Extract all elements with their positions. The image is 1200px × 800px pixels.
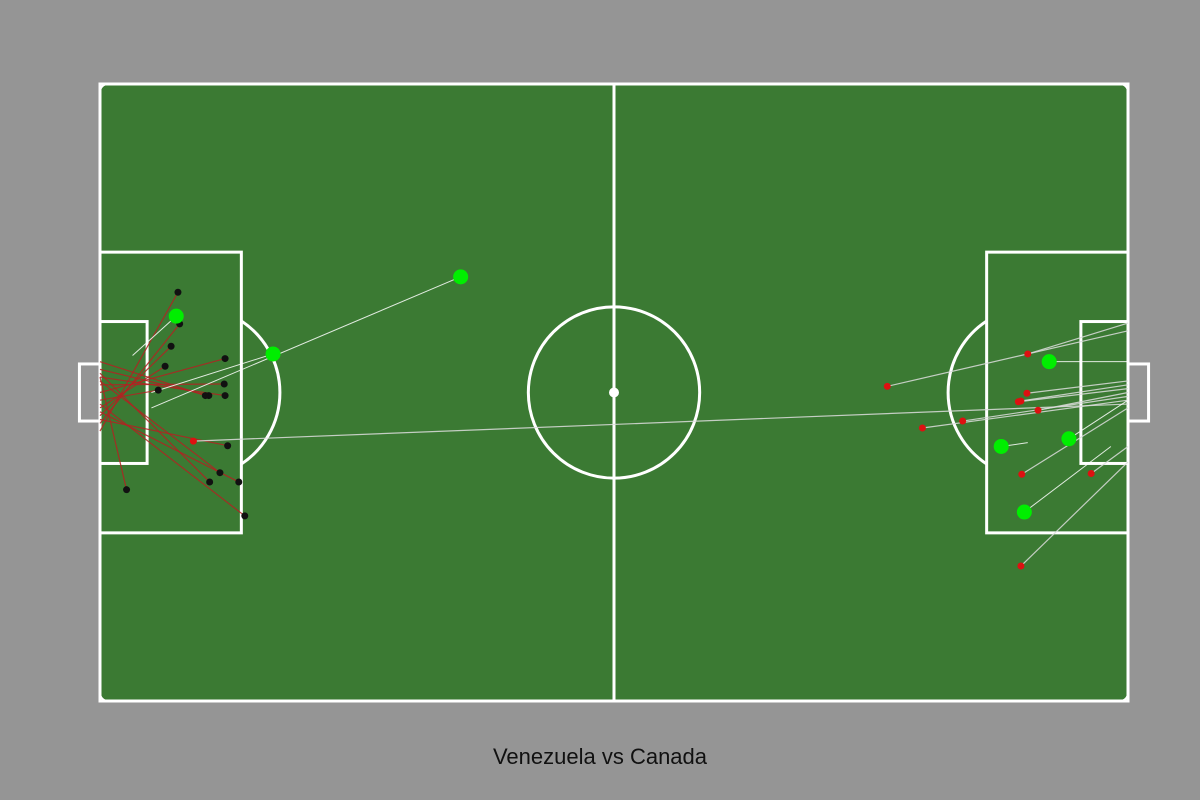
left-shot-line (151, 353, 274, 393)
right-shot-line (962, 395, 1129, 422)
left-shot-line (99, 361, 206, 397)
right-shot-line (1068, 399, 1129, 440)
right-goal-marker (993, 438, 1009, 454)
left-shot-line (99, 365, 166, 409)
right-shot-line (193, 403, 1129, 442)
left-shot-line (99, 376, 128, 490)
left-shot-marker (123, 486, 131, 494)
right-shot-marker (918, 424, 926, 432)
right-shot-marker (1018, 470, 1026, 478)
left-shot-marker (201, 392, 209, 400)
right-shot-line (1024, 446, 1112, 513)
right-shot-line (1026, 380, 1129, 394)
corner-arc-2 (1119, 83, 1129, 93)
right-shot-line (887, 330, 1129, 387)
left-shot-line (99, 403, 246, 517)
right-penalty-arc (946, 319, 988, 466)
right-goal-marker (1041, 354, 1057, 370)
left-shot-marker (221, 392, 229, 400)
center-spot (609, 387, 619, 398)
right-shot-marker (1087, 469, 1095, 477)
left-shot-marker (224, 442, 232, 450)
right-shot-marker (1024, 350, 1032, 358)
left-shot-line (151, 276, 461, 409)
left-goal-marker (265, 346, 281, 362)
left-goal-marker (168, 308, 184, 324)
right-shot-marker (883, 382, 891, 390)
right-goal (1126, 362, 1151, 423)
right-goal-marker (1016, 504, 1032, 520)
left-shot-line (99, 357, 226, 394)
left-goal-marker (453, 269, 469, 285)
right-goal-marker (1061, 431, 1077, 447)
left-shot-marker (167, 342, 175, 350)
left-shot-line (99, 372, 211, 483)
left-penalty-arc (240, 319, 282, 466)
center-circle (526, 305, 702, 480)
left-shot-marker (174, 288, 182, 296)
left-shot-marker (235, 478, 243, 486)
corner-arc-4 (1119, 692, 1129, 702)
left-shot-line (99, 345, 172, 417)
shot-lines (99, 276, 1129, 567)
chart-caption: Venezuela vs Canada (492, 744, 708, 769)
left-shot-line (99, 323, 181, 424)
right-shot-line (1018, 388, 1129, 403)
left-shot-line (132, 315, 177, 356)
left-shot-marker (206, 478, 214, 486)
right-shot-line (1090, 446, 1129, 474)
shot-markers (123, 269, 1095, 570)
left-shot-marker (221, 355, 229, 363)
left-shot-marker (220, 380, 228, 388)
right-shot-line (1027, 322, 1129, 355)
right-shot-marker (1023, 389, 1031, 397)
left-goal (77, 362, 102, 423)
right-shot-marker (1017, 562, 1025, 570)
pitch (77, 82, 1151, 703)
left-shot-marker (241, 512, 249, 520)
right-shot-marker (189, 437, 197, 445)
right-shot-marker (1034, 406, 1042, 414)
right-shot-marker (1014, 398, 1022, 406)
right-shot-line (1020, 461, 1129, 567)
left-shot-marker (154, 386, 162, 394)
left-shot-marker (161, 362, 169, 370)
left-shot-marker (216, 469, 224, 477)
left-shot-line (99, 418, 228, 447)
left-shot-line (99, 411, 240, 483)
left-shot-line (99, 380, 221, 474)
left-shot-line (99, 389, 159, 401)
corner-arc-3 (99, 692, 109, 702)
corner-arc-1 (99, 83, 109, 93)
right-shot-line (1020, 384, 1129, 402)
right-shot-marker (959, 417, 967, 425)
